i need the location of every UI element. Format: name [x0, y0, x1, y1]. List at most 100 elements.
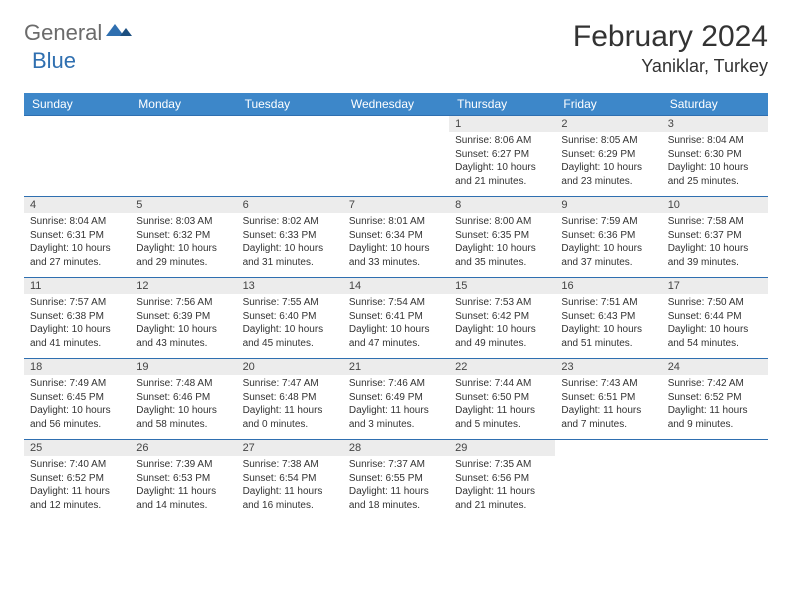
day-number-cell: 21 [343, 359, 449, 376]
daylight-line: Daylight: 10 hours and 56 minutes. [30, 404, 124, 431]
day-number-cell: 20 [237, 359, 343, 376]
day-content-cell: Sunrise: 7:49 AMSunset: 6:45 PMDaylight:… [24, 375, 130, 440]
daylight-line: Daylight: 10 hours and 47 minutes. [349, 323, 443, 350]
daylight-line: Daylight: 11 hours and 18 minutes. [349, 485, 443, 512]
week-content-row: Sunrise: 8:04 AMSunset: 6:31 PMDaylight:… [24, 213, 768, 278]
day-number-cell: 17 [662, 278, 768, 295]
day-content-cell: Sunrise: 8:06 AMSunset: 6:27 PMDaylight:… [449, 132, 555, 197]
sunrise-line: Sunrise: 7:59 AM [561, 215, 655, 229]
sunrise-line: Sunrise: 7:50 AM [668, 296, 762, 310]
day-content-cell: Sunrise: 8:05 AMSunset: 6:29 PMDaylight:… [555, 132, 661, 197]
day-content-cell: Sunrise: 8:04 AMSunset: 6:30 PMDaylight:… [662, 132, 768, 197]
daylight-line: Daylight: 10 hours and 41 minutes. [30, 323, 124, 350]
sunset-line: Sunset: 6:44 PM [668, 310, 762, 324]
daylight-line: Daylight: 10 hours and 54 minutes. [668, 323, 762, 350]
day-number-cell: 23 [555, 359, 661, 376]
week-daynum-row: 11121314151617 [24, 278, 768, 295]
day-content-cell: Sunrise: 7:59 AMSunset: 6:36 PMDaylight:… [555, 213, 661, 278]
day-content-cell: Sunrise: 7:37 AMSunset: 6:55 PMDaylight:… [343, 456, 449, 520]
sunrise-line: Sunrise: 8:01 AM [349, 215, 443, 229]
sunrise-line: Sunrise: 7:56 AM [136, 296, 230, 310]
month-title: February 2024 [573, 20, 768, 54]
day-content-cell: Sunrise: 8:02 AMSunset: 6:33 PMDaylight:… [237, 213, 343, 278]
day-content-cell [555, 456, 661, 520]
col-tuesday: Tuesday [237, 93, 343, 116]
daylight-line: Daylight: 10 hours and 29 minutes. [136, 242, 230, 269]
day-number-cell: 15 [449, 278, 555, 295]
sunrise-line: Sunrise: 7:42 AM [668, 377, 762, 391]
sunrise-line: Sunrise: 7:44 AM [455, 377, 549, 391]
day-content-cell [24, 132, 130, 197]
day-number-cell: 6 [237, 197, 343, 214]
day-number-cell: 3 [662, 116, 768, 133]
sunset-line: Sunset: 6:31 PM [30, 229, 124, 243]
sunset-line: Sunset: 6:45 PM [30, 391, 124, 405]
sunrise-line: Sunrise: 7:37 AM [349, 458, 443, 472]
day-number-cell [555, 440, 661, 457]
logo-icon [106, 22, 132, 45]
sunrise-line: Sunrise: 7:51 AM [561, 296, 655, 310]
sunrise-line: Sunrise: 8:06 AM [455, 134, 549, 148]
sunset-line: Sunset: 6:56 PM [455, 472, 549, 486]
day-number-cell: 9 [555, 197, 661, 214]
day-content-cell: Sunrise: 8:00 AMSunset: 6:35 PMDaylight:… [449, 213, 555, 278]
sunrise-line: Sunrise: 7:38 AM [243, 458, 337, 472]
daylight-line: Daylight: 11 hours and 12 minutes. [30, 485, 124, 512]
col-wednesday: Wednesday [343, 93, 449, 116]
daylight-line: Daylight: 10 hours and 27 minutes. [30, 242, 124, 269]
col-saturday: Saturday [662, 93, 768, 116]
day-content-cell: Sunrise: 7:39 AMSunset: 6:53 PMDaylight:… [130, 456, 236, 520]
day-number-cell: 4 [24, 197, 130, 214]
sunset-line: Sunset: 6:46 PM [136, 391, 230, 405]
sunrise-line: Sunrise: 7:54 AM [349, 296, 443, 310]
sunrise-line: Sunrise: 7:40 AM [30, 458, 124, 472]
sunrise-line: Sunrise: 7:35 AM [455, 458, 549, 472]
day-content-cell: Sunrise: 7:58 AMSunset: 6:37 PMDaylight:… [662, 213, 768, 278]
sunset-line: Sunset: 6:49 PM [349, 391, 443, 405]
day-content-cell [662, 456, 768, 520]
day-content-cell: Sunrise: 7:50 AMSunset: 6:44 PMDaylight:… [662, 294, 768, 359]
sunrise-line: Sunrise: 7:47 AM [243, 377, 337, 391]
day-number-cell [24, 116, 130, 133]
day-number-cell: 28 [343, 440, 449, 457]
day-content-cell [343, 132, 449, 197]
day-number-cell: 25 [24, 440, 130, 457]
day-content-cell: Sunrise: 8:01 AMSunset: 6:34 PMDaylight:… [343, 213, 449, 278]
sunset-line: Sunset: 6:30 PM [668, 148, 762, 162]
sunset-line: Sunset: 6:36 PM [561, 229, 655, 243]
sunrise-line: Sunrise: 7:48 AM [136, 377, 230, 391]
sunset-line: Sunset: 6:52 PM [30, 472, 124, 486]
week-content-row: Sunrise: 7:57 AMSunset: 6:38 PMDaylight:… [24, 294, 768, 359]
calendar-table: Sunday Monday Tuesday Wednesday Thursday… [24, 93, 768, 520]
week-daynum-row: 2526272829 [24, 440, 768, 457]
sunset-line: Sunset: 6:43 PM [561, 310, 655, 324]
day-number-cell: 22 [449, 359, 555, 376]
sunrise-line: Sunrise: 7:55 AM [243, 296, 337, 310]
week-content-row: Sunrise: 7:49 AMSunset: 6:45 PMDaylight:… [24, 375, 768, 440]
day-number-cell [130, 116, 236, 133]
daylight-line: Daylight: 11 hours and 3 minutes. [349, 404, 443, 431]
daylight-line: Daylight: 10 hours and 35 minutes. [455, 242, 549, 269]
sunset-line: Sunset: 6:51 PM [561, 391, 655, 405]
sunrise-line: Sunrise: 8:00 AM [455, 215, 549, 229]
sunrise-line: Sunrise: 8:02 AM [243, 215, 337, 229]
day-content-cell: Sunrise: 7:43 AMSunset: 6:51 PMDaylight:… [555, 375, 661, 440]
day-number-cell: 19 [130, 359, 236, 376]
sunset-line: Sunset: 6:50 PM [455, 391, 549, 405]
sunset-line: Sunset: 6:52 PM [668, 391, 762, 405]
sunrise-line: Sunrise: 7:57 AM [30, 296, 124, 310]
sunrise-line: Sunrise: 7:49 AM [30, 377, 124, 391]
sunset-line: Sunset: 6:35 PM [455, 229, 549, 243]
daylight-line: Daylight: 10 hours and 33 minutes. [349, 242, 443, 269]
day-number-cell: 14 [343, 278, 449, 295]
sunset-line: Sunset: 6:34 PM [349, 229, 443, 243]
day-number-cell: 7 [343, 197, 449, 214]
day-number-cell: 18 [24, 359, 130, 376]
daylight-line: Daylight: 11 hours and 7 minutes. [561, 404, 655, 431]
sunset-line: Sunset: 6:38 PM [30, 310, 124, 324]
sunset-line: Sunset: 6:41 PM [349, 310, 443, 324]
daylight-line: Daylight: 10 hours and 21 minutes. [455, 161, 549, 188]
day-content-cell: Sunrise: 7:48 AMSunset: 6:46 PMDaylight:… [130, 375, 236, 440]
sunrise-line: Sunrise: 7:39 AM [136, 458, 230, 472]
sunset-line: Sunset: 6:33 PM [243, 229, 337, 243]
